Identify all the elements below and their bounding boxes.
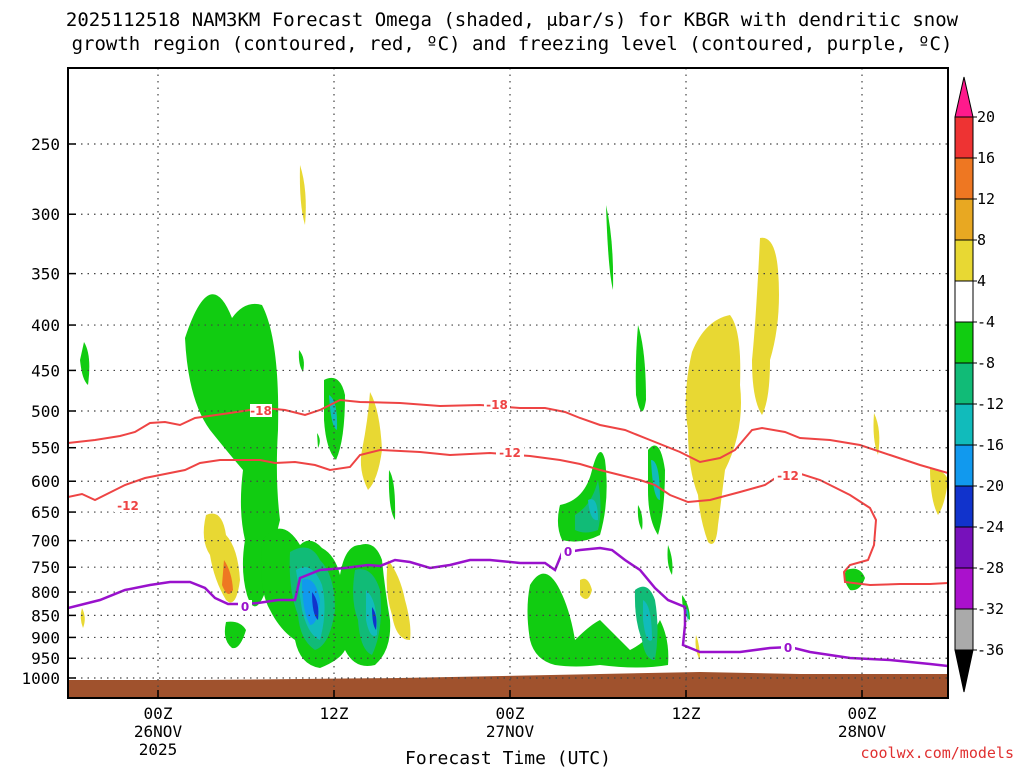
y-tick-label-550: 550 [31,439,60,458]
colorbar-swatch-12 [954,608,974,651]
dgz-minus12-label-1: -12 [117,499,139,513]
contour-labels: -18 -18 -12 -12 -12 0 0 0 [114,398,802,655]
y-axis: 250 300 350 400 450 500 550 600 650 700 750 800 850 9… [21,135,76,688]
y-tick-label-650: 650 [31,503,60,522]
freezing-label-2: 0 [564,545,572,559]
colorbar-label-11: -28 [977,559,1004,577]
y-tick-label-250: 250 [31,135,60,154]
colorbar-swatch-1 [954,157,974,200]
x-tick-year-0: 2025 [139,740,178,759]
dgz-minus18-label-1: -18 [250,404,272,418]
colorbar-swatch-4 [954,280,974,323]
dgz-minus18-contour [68,398,948,474]
freezing-label-1: 0 [241,600,249,614]
x-tick-label-4: 00Z [848,704,877,723]
x-tick-date-2: 27NOV [486,722,535,741]
y-tick-label-400: 400 [31,316,60,335]
dgz-minus12-label-3: -12 [777,469,799,483]
y-tick-label-600: 600 [31,472,60,491]
y-tick-label-1000: 1000 [21,669,60,688]
x-axis-title: Forecast Time (UTC) [405,748,611,768]
y-tick-label-450: 450 [31,361,60,380]
y-tick-label-500: 500 [31,402,60,421]
colorbar-swatch-10 [954,526,974,569]
credit-text: coolwx.com/models [860,744,1014,762]
colorbar-swatch-5 [954,321,974,364]
colorbar-swatch-6 [954,362,974,405]
chart-title-line-1: 2025112518 NAM3KM Forecast Omega (shaded… [66,9,959,31]
colorbar-label-9: -20 [977,477,1004,495]
colorbar-label-7: -12 [977,395,1004,413]
dgz-minus18-label-2: -18 [486,398,508,412]
dgz-minus12-contour [68,448,948,587]
y-tick-label-900: 900 [31,628,60,647]
y-tick-label-700: 700 [31,532,60,551]
freezing-level-contour [68,546,948,668]
freezing-label-3: 0 [784,641,792,655]
terrain-ground [68,672,948,698]
x-tick-label-1: 12Z [320,704,349,723]
x-tick-date-4: 28NOV [838,722,887,741]
colorbar-label-12: -32 [977,600,1004,618]
colorbar-swatch-11 [954,567,974,610]
colorbar-arrow-bottom [954,649,974,693]
plot-area: -18 -18 -12 -12 -12 0 0 0 [68,68,948,698]
plot-frame [67,67,949,699]
colorbar-label-13: -36 [977,641,1004,659]
x-tick-date-0: 26NOV [134,722,183,741]
x-tick-label-0: 00Z [144,704,173,723]
colorbar-label-1: 16 [977,149,995,167]
y-tick-label-800: 800 [31,583,60,602]
x-tick-label-3: 12Z [672,704,701,723]
colorbar-swatch-7 [954,403,974,446]
colorbar-label-0: 20 [977,108,995,126]
y-tick-label-950: 950 [31,649,60,668]
y-tick-label-300: 300 [31,205,60,224]
x-tick-label-2: 00Z [496,704,525,723]
colorbar-arrow-top [954,76,974,118]
colorbar-swatch-9 [954,485,974,528]
y-tick-label-850: 850 [31,606,60,625]
colorbar-label-10: -24 [977,518,1004,536]
y-tick-label-750: 750 [31,558,60,577]
colorbar-label-5: -4 [977,313,995,331]
colorbar-label-6: -8 [977,354,995,372]
colorbar-swatch-8 [954,444,974,487]
colorbar-swatch-0 [954,116,974,159]
colorbar-label-4: 4 [977,272,986,290]
colorbar-label-8: -16 [977,436,1004,454]
colorbar: 20 16 12 8 4 -4 -8 -12 -16 -20 -24 -28 -32 -36 [954,76,1004,693]
chart-title-line-2: growth region (contoured, red, ºC) and f… [72,33,953,55]
colorbar-swatch-2 [954,198,974,241]
dgz-minus12-label-2: -12 [499,446,521,460]
y-tick-label-350: 350 [31,265,60,284]
omega-shading [80,165,948,668]
colorbar-swatch-3 [954,239,974,282]
colorbar-label-2: 12 [977,190,995,208]
vertical-gridlines [157,68,863,698]
colorbar-label-3: 8 [977,231,986,249]
